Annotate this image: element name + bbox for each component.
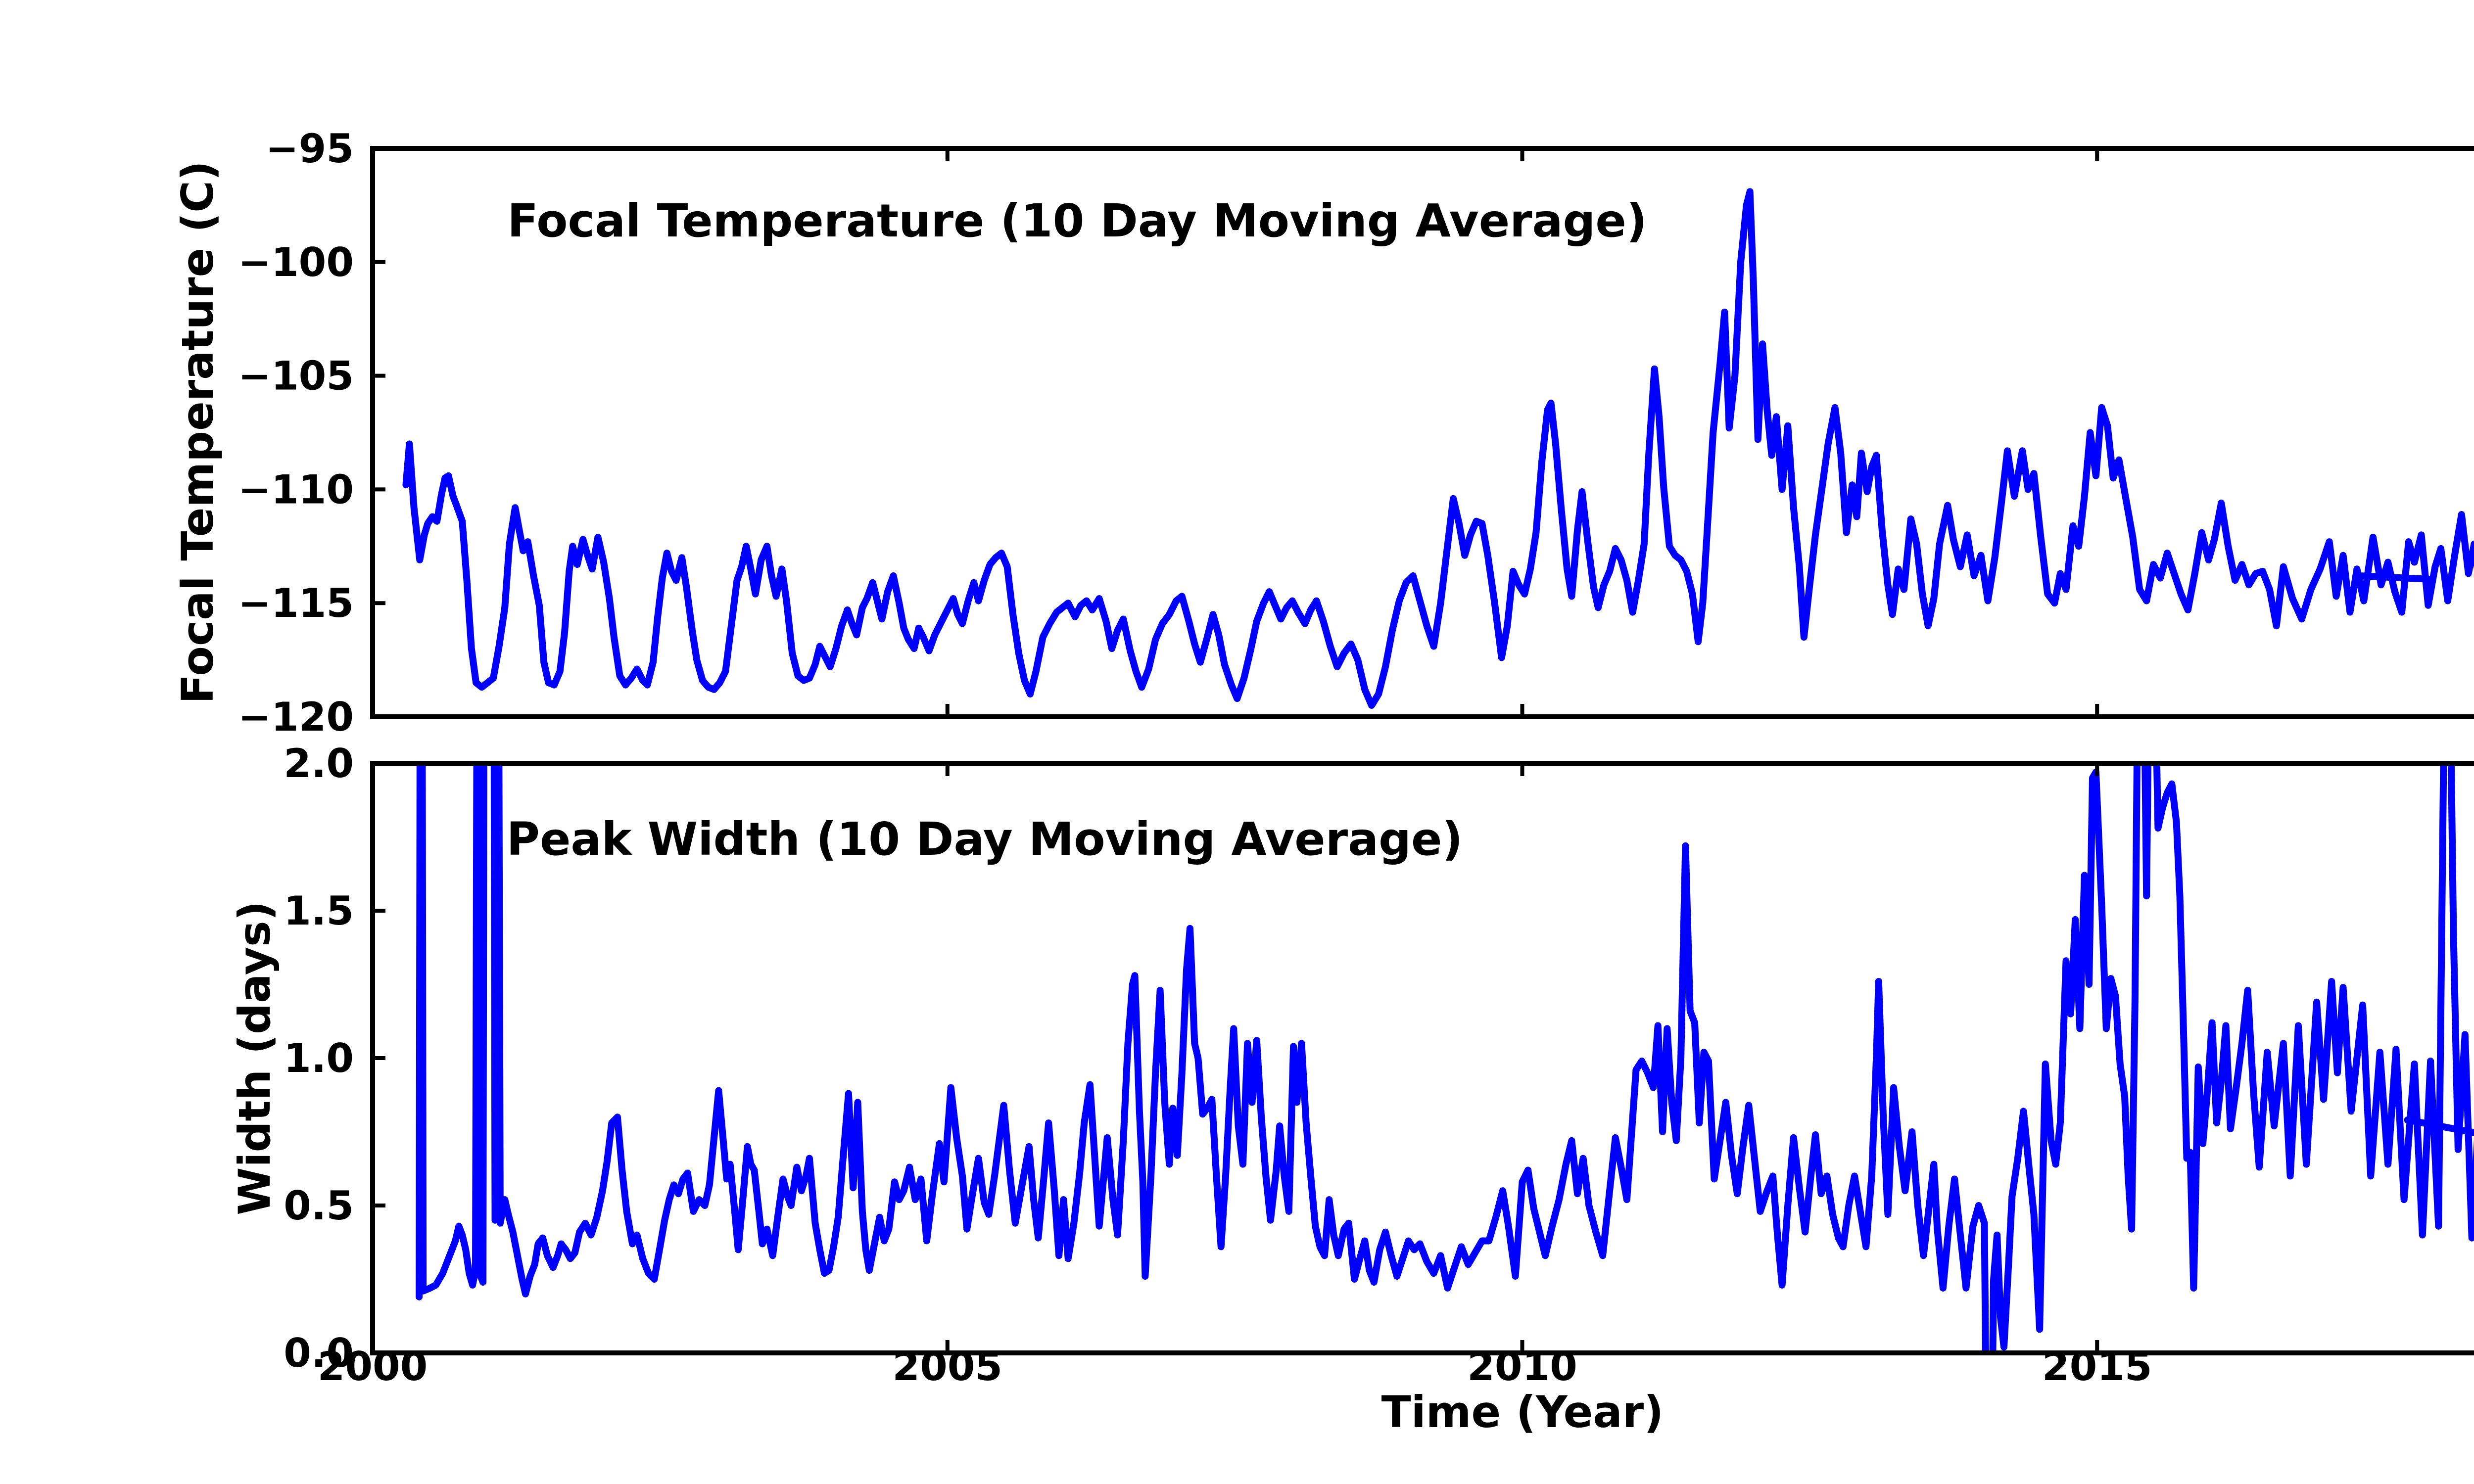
y-tick-label: 0.5 <box>284 1183 354 1229</box>
y-tick-label: 1.5 <box>284 888 354 934</box>
y-tick-label: 1.0 <box>284 1035 354 1081</box>
bottom-y-axis-label: Width (days) <box>229 901 280 1215</box>
x-tick-label: 2010 <box>1467 1344 1577 1390</box>
x-axis-label: Time (Year) <box>1381 1387 1664 1438</box>
top-panel: −95 −100 −105 −110 −115 −120 <box>238 126 2474 740</box>
y-tick-label: −95 <box>266 126 354 172</box>
y-tick-label: 2.0 <box>284 741 354 787</box>
data-gap-line <box>2404 1116 2474 1136</box>
bottom-panel: 200020052010201520202.01.51.00.50.0 <box>284 741 2474 1390</box>
data-line-series-1 <box>416 763 2474 1353</box>
x-tick-label: 2015 <box>2042 1344 2152 1390</box>
y-tick-label: 0.0 <box>284 1330 354 1376</box>
axes-frame <box>370 146 2474 719</box>
y-tick-label: −120 <box>238 694 354 740</box>
y-tick-label: −110 <box>238 466 354 512</box>
data-line-series-0 <box>402 188 2474 709</box>
y-tick-label: −105 <box>238 353 354 399</box>
x-tick-label: 2005 <box>892 1344 1002 1390</box>
bottom-plot-title: Peak Width (10 Day Moving Average) <box>507 813 1463 866</box>
y-tick-label: −115 <box>238 580 354 626</box>
top-plot-title: Focal Temperature (10 Day Moving Average… <box>507 194 1647 247</box>
axes-frame <box>370 761 2474 1355</box>
y-tick-label: −100 <box>238 239 354 285</box>
top-y-axis-label: Focal Temperature (C) <box>172 161 223 704</box>
data-gap-line <box>2356 572 2434 583</box>
